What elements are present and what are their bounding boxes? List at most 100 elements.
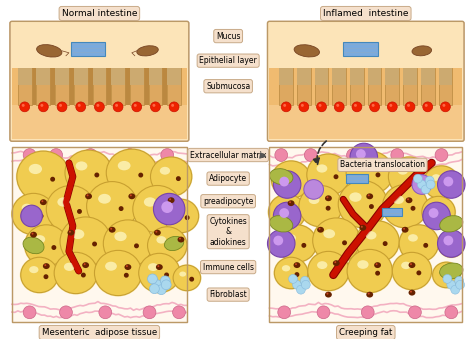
Ellipse shape [296,285,305,294]
Ellipse shape [294,45,319,57]
Ellipse shape [313,218,360,263]
Ellipse shape [359,225,366,231]
Ellipse shape [447,280,456,289]
Ellipse shape [301,280,310,289]
Ellipse shape [301,243,306,248]
Ellipse shape [445,306,458,319]
Bar [315,67,328,105]
Ellipse shape [172,264,201,292]
Bar [144,67,148,105]
Ellipse shape [83,263,86,265]
Ellipse shape [317,261,328,269]
Ellipse shape [11,192,56,236]
Ellipse shape [408,234,418,242]
Text: Submucosa: Submucosa [206,82,250,91]
Ellipse shape [17,151,70,202]
Ellipse shape [169,102,179,112]
Ellipse shape [368,293,370,295]
Ellipse shape [428,208,438,218]
Bar [130,67,144,105]
Ellipse shape [401,227,409,233]
Ellipse shape [442,211,447,216]
Ellipse shape [347,250,392,293]
Ellipse shape [288,200,294,206]
Ellipse shape [30,232,37,238]
Ellipse shape [154,193,185,225]
Ellipse shape [43,263,50,269]
Ellipse shape [126,265,128,267]
Ellipse shape [156,285,166,295]
Bar [162,67,167,105]
Bar [297,67,311,105]
Ellipse shape [444,240,451,244]
Ellipse shape [289,275,298,283]
Ellipse shape [317,164,328,173]
Ellipse shape [149,156,193,197]
Ellipse shape [60,217,111,266]
Ellipse shape [392,252,432,290]
Ellipse shape [130,194,132,196]
Ellipse shape [59,216,112,267]
Ellipse shape [124,273,129,278]
Ellipse shape [45,264,46,266]
Ellipse shape [283,104,286,107]
Ellipse shape [173,265,201,291]
Ellipse shape [51,245,56,250]
Ellipse shape [273,256,309,290]
Bar [125,67,130,105]
Ellipse shape [443,177,453,186]
Ellipse shape [270,216,293,232]
Ellipse shape [355,220,400,263]
Ellipse shape [366,193,373,199]
Ellipse shape [416,271,421,275]
Ellipse shape [25,225,68,266]
Ellipse shape [317,227,324,233]
Ellipse shape [366,292,373,298]
Ellipse shape [432,261,461,289]
Ellipse shape [38,102,48,112]
Bar [130,67,144,85]
Ellipse shape [149,284,159,294]
Ellipse shape [410,263,412,265]
Bar [88,67,92,105]
Ellipse shape [295,263,297,265]
Ellipse shape [354,104,357,107]
Bar [69,67,74,105]
Bar [148,67,162,85]
Ellipse shape [35,235,45,243]
Ellipse shape [109,227,116,233]
Ellipse shape [160,167,170,175]
Ellipse shape [57,197,70,207]
Ellipse shape [118,206,124,211]
Text: preadipocyte: preadipocyte [203,197,253,206]
Bar [18,67,32,85]
Bar [12,105,187,139]
Ellipse shape [164,273,169,277]
Ellipse shape [173,306,185,319]
Bar [12,23,187,67]
Ellipse shape [132,102,142,112]
Ellipse shape [53,251,99,295]
Ellipse shape [134,243,139,248]
Bar [438,67,452,105]
Ellipse shape [317,102,327,112]
Bar [74,67,88,85]
Ellipse shape [155,231,157,233]
Ellipse shape [23,237,44,254]
Ellipse shape [92,241,97,246]
Ellipse shape [422,196,455,228]
Ellipse shape [41,200,43,202]
Ellipse shape [433,262,460,288]
Ellipse shape [295,179,301,184]
Bar [167,67,181,85]
Ellipse shape [85,193,92,199]
Ellipse shape [86,181,139,232]
Ellipse shape [425,104,428,107]
Ellipse shape [361,226,363,228]
Ellipse shape [82,262,89,268]
Ellipse shape [338,181,387,228]
Ellipse shape [308,251,349,291]
Ellipse shape [16,150,71,203]
Ellipse shape [69,231,71,233]
Ellipse shape [98,194,111,204]
